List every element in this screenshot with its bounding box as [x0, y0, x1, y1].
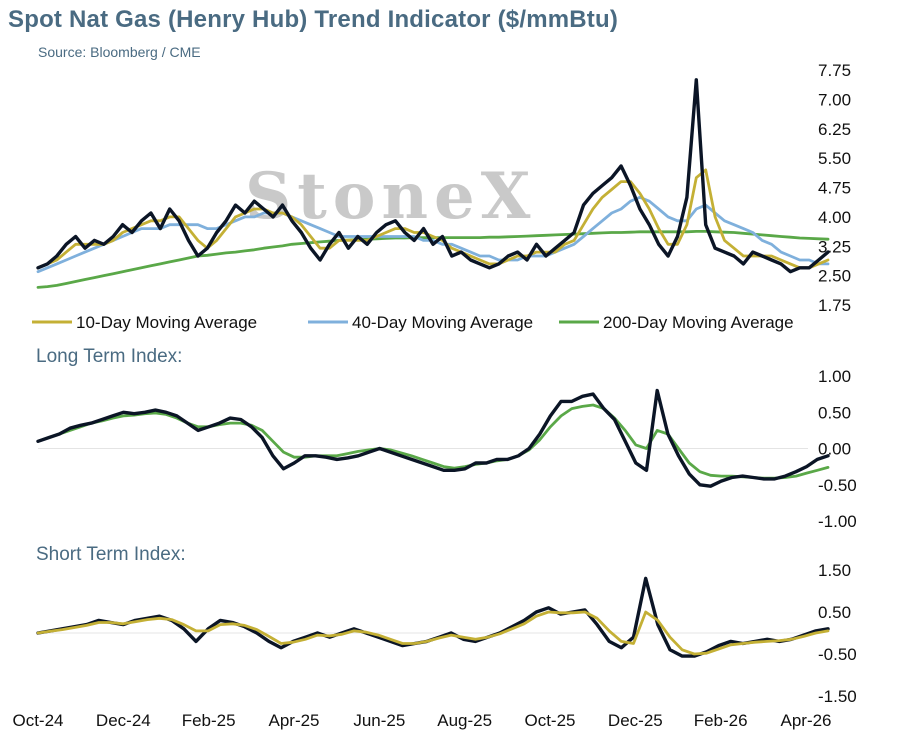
- x-tick-label: Dec-24: [96, 711, 151, 730]
- chart-panel-2: 1.00 0.50 0.00 -0.50 -1.00 Long Term Index:: [36, 346, 857, 531]
- y-tick-label: 0.50: [818, 603, 851, 622]
- legend-item: 200-Day Moving Average: [559, 313, 794, 332]
- y-tick-label: -0.50: [818, 476, 857, 495]
- panel-title: Long Term Index:: [36, 346, 182, 367]
- y-tick-label: 1.00: [818, 367, 851, 386]
- legend-label: 10-Day Moving Average: [76, 313, 257, 332]
- y-tick-label: 4.75: [818, 179, 851, 198]
- x-tick-label: Apr-25: [268, 711, 319, 730]
- legend-label: 200-Day Moving Average: [603, 313, 794, 332]
- series-line-ma10: [36, 168, 830, 270]
- chart-panel-1: 7.757.006.255.504.754.003.252.501.75: [36, 61, 851, 315]
- y-tick-label: 0.50: [818, 403, 851, 422]
- series-line-spot: [36, 78, 830, 274]
- x-tick-label: Apr-26: [780, 711, 831, 730]
- y-tick-label: 2.50: [818, 267, 851, 286]
- series-line-ma40: [36, 195, 830, 274]
- y-tick-label: -1.50: [818, 687, 857, 706]
- series-line-spot: [36, 388, 830, 488]
- x-tick-label: Oct-25: [524, 711, 575, 730]
- chart-title: Spot Nat Gas (Henry Hub) Trend Indicator…: [8, 6, 619, 33]
- y-tick-label: 4.00: [818, 208, 851, 227]
- series-line-ma10: [36, 610, 830, 656]
- legend-item: 40-Day Moving Average: [308, 313, 533, 332]
- y-tick-label: 6.25: [818, 120, 851, 139]
- y-tick-label: 7.75: [818, 61, 851, 80]
- y-tick-label: 5.50: [818, 149, 851, 168]
- x-tick-label: Aug-25: [437, 711, 492, 730]
- x-tick-label: Feb-26: [694, 711, 748, 730]
- legend-label: 40-Day Moving Average: [352, 313, 533, 332]
- y-tick-label: -1.00: [818, 512, 857, 531]
- x-tick-label: Dec-25: [608, 711, 663, 730]
- y-tick-label: 7.00: [818, 90, 851, 109]
- x-tick-label: Feb-25: [182, 711, 236, 730]
- y-tick-label: 1.50: [818, 561, 851, 580]
- y-tick-label: -0.50: [818, 645, 857, 664]
- legend-item: 10-Day Moving Average: [32, 313, 257, 332]
- y-tick-label: 0.00: [818, 440, 851, 459]
- y-tick-label: 1.75: [818, 296, 851, 315]
- series-line-ma200: [36, 403, 830, 480]
- panel-title: Short Term Index:: [36, 544, 186, 565]
- x-tick-label: Oct-24: [12, 711, 63, 730]
- chart-panel-3: 1.50 0.50 -0.50 -1.50 Short Term Index:: [36, 544, 857, 706]
- x-tick-label: Jun-25: [353, 711, 405, 730]
- chart-source: Source: Bloomberg / CME: [38, 44, 201, 60]
